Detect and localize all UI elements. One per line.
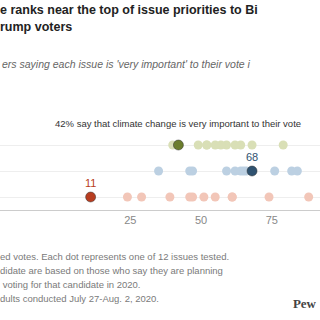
svg-text:ers saying each issue is 'very: ers saying each issue is 'very important… (2, 58, 251, 70)
svg-text:68: 68 (246, 151, 258, 163)
svg-text:e ranks near the top of issue: e ranks near the top of issue priorities… (0, 3, 258, 33)
svg-text:50: 50 (195, 214, 207, 226)
html-text:dults conducted July 27-Aug. 2: dults conducted July 27-Aug. 2, 2020. (0, 293, 159, 304)
svg-text:75: 75 (266, 214, 278, 226)
html-text:ed votes. Each dot represents: ed votes. Each dot represents one of 12 … (0, 251, 230, 262)
svg-text:25: 25 (124, 214, 136, 226)
html-text:didate are based on those who: didate are based on those who say they a… (0, 265, 223, 276)
html-text:voting for that candidate in 2: voting for that candidate in 2020. (0, 279, 141, 290)
svg-text:42% say that climate change is: 42% say that climate change is very impo… (55, 118, 301, 129)
html-text:Pew: Pew (292, 296, 316, 311)
svg-text:11: 11 (85, 177, 96, 189)
